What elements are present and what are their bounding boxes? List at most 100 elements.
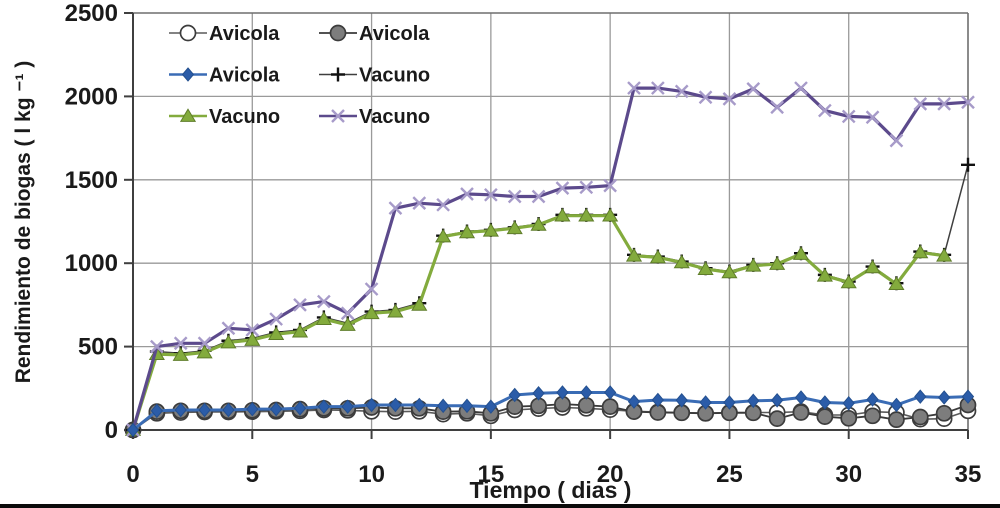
triangle-marker-icon <box>554 207 571 222</box>
diamond-marker-icon <box>770 393 784 408</box>
x-marker-icon <box>961 95 975 110</box>
filled-circle-marker-icon <box>864 407 881 425</box>
triangle-marker-icon <box>339 317 356 331</box>
x-tick-label: 15 <box>478 461 505 488</box>
x-marker-icon <box>507 189 522 204</box>
diamond-marker-icon <box>413 397 426 413</box>
plus-marker-icon <box>331 67 345 82</box>
diamond-marker-icon <box>723 395 736 410</box>
diamond-marker-icon <box>961 389 975 404</box>
diamond-marker-icon <box>198 402 211 418</box>
x-tick-label: 0 <box>126 461 139 488</box>
y-tick-label: 1000 <box>65 250 118 277</box>
filled-circle-marker-icon <box>601 398 619 415</box>
triangle-marker-icon <box>315 311 332 325</box>
x-marker-icon <box>889 133 904 148</box>
filled-circle-marker-icon <box>792 404 810 421</box>
triangle-marker-icon <box>411 297 428 311</box>
diamond-marker-icon <box>436 398 450 414</box>
diamond-marker-icon <box>532 386 545 401</box>
triangle-marker-icon <box>363 305 380 320</box>
triangle-marker-icon <box>625 247 643 262</box>
diamond-marker-icon <box>580 385 593 400</box>
x-marker-icon <box>173 336 188 351</box>
x-marker-icon <box>331 109 345 123</box>
legend-item-vacuno-plus: Vacuno <box>319 65 430 87</box>
triangle-marker-icon <box>888 276 905 290</box>
diamond-marker-icon <box>699 395 712 410</box>
plus-marker-icon <box>961 157 975 172</box>
filled-circle-marker-icon <box>888 411 905 429</box>
x-marker-icon <box>579 180 594 195</box>
gridlines <box>133 13 968 430</box>
x-marker-icon <box>818 103 832 118</box>
filled-circle-marker-icon <box>329 24 347 42</box>
series-avicola-blue-diamond <box>126 385 975 438</box>
y-tick-label: 500 <box>78 334 118 361</box>
diamond-marker-icon <box>675 393 688 408</box>
triangle-marker-icon <box>506 220 523 235</box>
x-marker-icon <box>627 81 641 95</box>
x-tick-label: 25 <box>716 461 743 488</box>
x-marker-icon <box>150 339 164 354</box>
triangle-marker-icon <box>673 254 690 269</box>
legend-item-avicola-blue-diamond: Avicola <box>169 65 280 87</box>
x-marker-icon <box>388 201 403 216</box>
diamond-marker-icon <box>842 396 855 411</box>
triangle-marker-icon <box>864 259 881 274</box>
x-tick-label: 30 <box>835 461 862 488</box>
triangle-marker-icon <box>172 347 189 361</box>
diamond-marker-icon <box>603 385 617 400</box>
x-tick-label: 5 <box>246 461 259 488</box>
triangle-marker-icon <box>649 249 666 264</box>
triangle-marker-icon <box>840 274 857 289</box>
diamond-marker-icon <box>246 401 259 417</box>
filled-circle-marker-icon <box>768 410 786 428</box>
x-marker-icon <box>293 298 307 312</box>
x-marker-icon <box>937 97 951 111</box>
triangle-marker-icon <box>745 257 762 272</box>
diamond-marker-icon <box>317 399 331 414</box>
triangle-marker-icon <box>220 334 237 349</box>
filled-circle-marker-icon <box>935 404 953 422</box>
x-marker-icon <box>197 336 212 351</box>
diamond-marker-icon <box>651 392 665 408</box>
diamond-marker-icon <box>269 401 283 417</box>
x-marker-icon <box>674 84 689 99</box>
diamond-marker-icon <box>890 397 903 413</box>
diamond-marker-icon <box>866 392 879 407</box>
x-marker-icon <box>603 178 617 193</box>
diamond-marker-icon <box>914 389 927 404</box>
x-marker-icon <box>722 92 737 106</box>
legend-label: Vacuno <box>209 106 280 128</box>
diamond-marker-icon <box>460 398 474 414</box>
triangle-marker-icon <box>578 207 595 222</box>
series-line-vacuno-plus <box>132 164 969 431</box>
x-marker-icon <box>841 109 856 124</box>
diamond-marker-icon <box>341 399 354 414</box>
diamond-marker-icon <box>484 399 498 414</box>
x-marker-icon <box>221 321 236 336</box>
diamond-marker-icon <box>222 402 235 418</box>
y-tick-label: 1500 <box>65 167 118 194</box>
x-marker-icon <box>770 100 784 115</box>
triangle-marker-icon <box>291 323 309 338</box>
y-tick-label: 2500 <box>65 0 118 27</box>
filled-circle-marker-icon <box>816 408 834 426</box>
triangle-marker-icon <box>816 267 833 282</box>
x-marker-icon <box>340 306 355 321</box>
legend-item-avicola-open-circle: Avicola <box>169 23 280 45</box>
diamond-marker-icon <box>627 394 641 409</box>
triangle-marker-icon <box>721 264 738 279</box>
x-tick-label: 20 <box>597 461 624 488</box>
x-marker-icon <box>651 81 665 95</box>
diamond-marker-icon <box>937 390 951 405</box>
x-marker-icon <box>269 312 283 326</box>
series-vacuno-plus <box>126 157 975 437</box>
triangle-marker-icon <box>196 344 213 359</box>
diamond-marker-icon <box>747 393 760 409</box>
diamond-marker-icon <box>389 397 402 413</box>
legend-item-vacuno-purple-x: Vacuno <box>319 106 430 128</box>
triangle-marker-icon <box>435 228 452 243</box>
diamond-marker-icon <box>556 385 569 400</box>
